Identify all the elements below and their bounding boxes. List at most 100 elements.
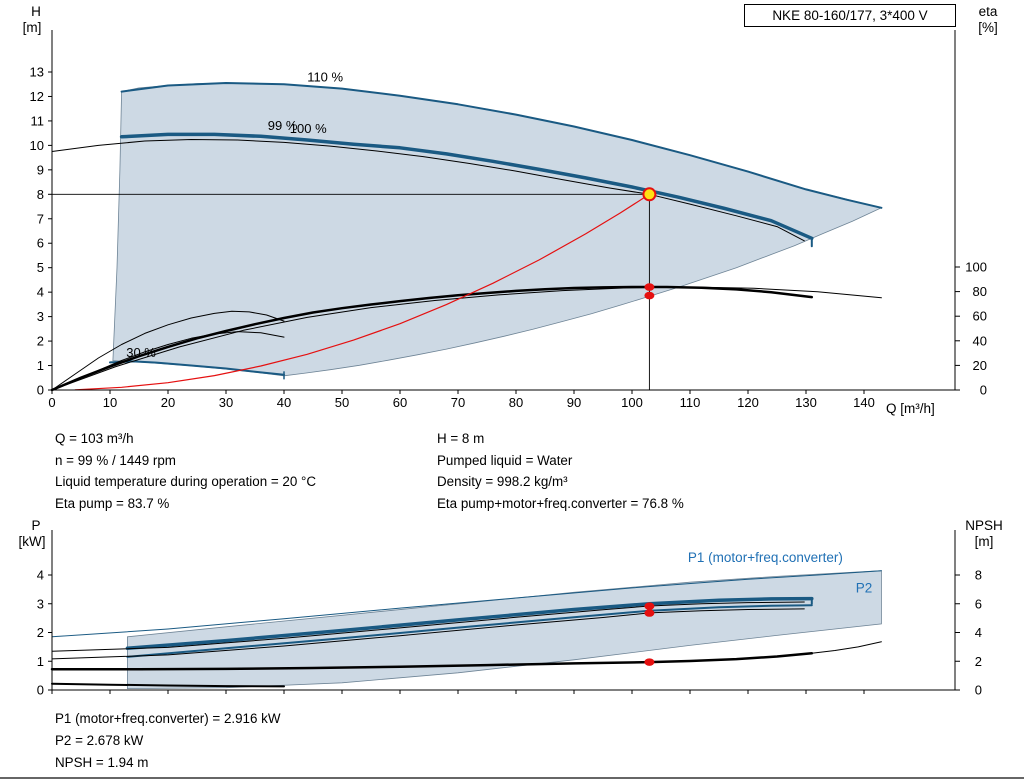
y2-tick-label: 100	[965, 260, 987, 275]
x-tick-label: 0	[48, 395, 55, 410]
p1-duty-marker	[644, 602, 655, 610]
y2-tick-label: 40	[973, 333, 987, 348]
p-axis-label: P	[31, 518, 41, 533]
power-info-block: P1 (motor+freq.converter) = 2.916 kW P2 =…	[55, 708, 281, 774]
x-tick-label: 40	[277, 395, 291, 410]
x-tick-label: 120	[737, 395, 759, 410]
x-tick-label: 70	[451, 395, 465, 410]
npsh-110-curve	[811, 641, 882, 654]
x-tick-label: 90	[567, 395, 581, 410]
speed-99-curve	[51, 139, 805, 242]
y2-tick-label: 8	[975, 568, 982, 583]
y2-tick-label: 80	[973, 284, 987, 299]
p2-100-curve	[126, 604, 813, 658]
bottom-divider	[0, 777, 1024, 779]
eta-axis-unit: [%]	[978, 20, 998, 35]
y2-tick-label: 2	[975, 654, 982, 669]
y-tick-label: 2	[37, 625, 44, 640]
x-tick-label: 100	[621, 395, 643, 410]
eta-total-min-speed-curve	[51, 331, 285, 391]
y-tick-label: 13	[30, 65, 44, 80]
p2-duty-marker	[644, 609, 655, 617]
label-100: 100 %	[290, 121, 327, 136]
x-tick-label: 130	[795, 395, 817, 410]
x-tick-label: 20	[161, 395, 175, 410]
eta-total-marker	[644, 291, 655, 300]
speed-110-curve	[120, 82, 883, 209]
qh-chart-svg: 0 10 20 30 40 50 60 70 80 90 100 110 120 130 140012345…	[30, 30, 987, 410]
info-line: Eta pump+motor+freq.converter = 76.8 %	[437, 495, 684, 511]
npsh-axis-unit: [m]	[974, 534, 994, 549]
h-axis-unit: [m]	[22, 20, 42, 35]
y-tick-label: 7	[37, 211, 44, 226]
x-tick-label: 110	[680, 395, 701, 410]
label-110: 110 %	[307, 69, 343, 84]
npsh-duty-marker	[644, 658, 655, 666]
p-axis-unit: [kW]	[18, 534, 46, 549]
info-line: Liquid temperature during operation = 20…	[55, 474, 317, 489]
p1-110-curve	[51, 570, 882, 638]
eta-axis-label: eta	[978, 4, 998, 19]
y-tick-label: 1	[37, 358, 44, 373]
x-tick-label: 140	[853, 395, 875, 410]
y-tick-label: 5	[37, 260, 44, 275]
p1-99-curve	[51, 601, 805, 652]
y2-tick-label: 6	[975, 596, 982, 611]
power-operating-envelope	[127, 570, 882, 690]
y2-tick-label: 60	[973, 309, 987, 324]
duty-info-right: H = 8 m Pumped liquid = Water Density = 99…	[437, 428, 684, 514]
info-line: P1 (motor+freq.converter) = 2.916 kW	[55, 711, 281, 726]
y-tick-label: 10	[30, 138, 44, 153]
duty-info-left: Q = 103 m³/h n = 99 % / 1449 rpm Liquid te…	[55, 428, 437, 514]
y2-tick-label: 0	[980, 383, 987, 398]
info-line: Eta pump = 83.7 %	[55, 495, 170, 511]
info-line: Q = 103 m³/h	[55, 431, 134, 446]
x-tick-label: 30	[219, 395, 233, 410]
y-tick-label: 3	[37, 596, 44, 611]
info-line: Pumped liquid = Water	[437, 452, 573, 468]
info-line: Density = 998.2 kg/m³	[437, 474, 568, 489]
y-tick-label: 8	[37, 187, 44, 202]
eta-pump-110-curve	[51, 286, 882, 391]
y2-tick-label: 4	[975, 625, 982, 640]
pump-title-box: NKE 80-160/177, 3*400 V	[744, 4, 956, 27]
y-tick-label: 3	[37, 309, 44, 324]
y2-tick-label: 0	[975, 683, 982, 698]
qh-operating-envelope	[112, 82, 883, 377]
duty-point-marker[interactable]	[642, 187, 657, 202]
label-99: 99 %	[268, 118, 298, 133]
h-axis-label: H	[31, 4, 41, 19]
p2-99-curve	[51, 608, 805, 660]
y-tick-label: 9	[37, 162, 44, 177]
info-line: H = 8 m	[437, 431, 485, 446]
x-tick-label: 60	[393, 395, 407, 410]
y-tick-label: 11	[31, 113, 45, 128]
speed-100-curve	[119, 132, 814, 241]
duty-info-block: Q = 103 m³/h n = 99 % / 1449 rpm Liquid te…	[55, 428, 684, 514]
y-tick-label: 1	[37, 654, 44, 669]
info-line: NPSH = 1.94 m	[55, 755, 149, 770]
x-tick-label: 80	[509, 395, 523, 410]
eta-min-speed-curve	[51, 310, 285, 391]
y-tick-label: 12	[30, 89, 44, 104]
y-tick-label: 4	[37, 568, 44, 583]
y2-tick-label: 20	[973, 358, 987, 373]
q-axis-label: Q [m³/h]	[886, 401, 935, 416]
x-tick-label: 50	[335, 395, 349, 410]
label-p1: P1 (motor+freq.converter)	[688, 550, 843, 565]
y-tick-label: 6	[37, 236, 44, 251]
npsh-axis-label: NPSH	[965, 518, 1003, 533]
npsh-min-speed-curve	[51, 682, 285, 688]
p1-100-curve	[125, 596, 814, 651]
eta-pump-marker	[644, 283, 655, 291]
label-p2: P2	[856, 580, 873, 595]
y-tick-label: 4	[37, 285, 44, 300]
npsh-curve	[50, 652, 814, 671]
power-chart-svg: 0 1 2 3 4 0 2 4 6 8 P1 (motor+freq.converter) P2	[37, 530, 982, 698]
control-curve	[74, 193, 651, 391]
y-tick-label: 0	[37, 683, 44, 698]
info-line: P2 = 2.678 kW	[55, 733, 144, 748]
y-tick-label: 0	[37, 383, 44, 398]
y-tick-label: 2	[37, 334, 44, 349]
